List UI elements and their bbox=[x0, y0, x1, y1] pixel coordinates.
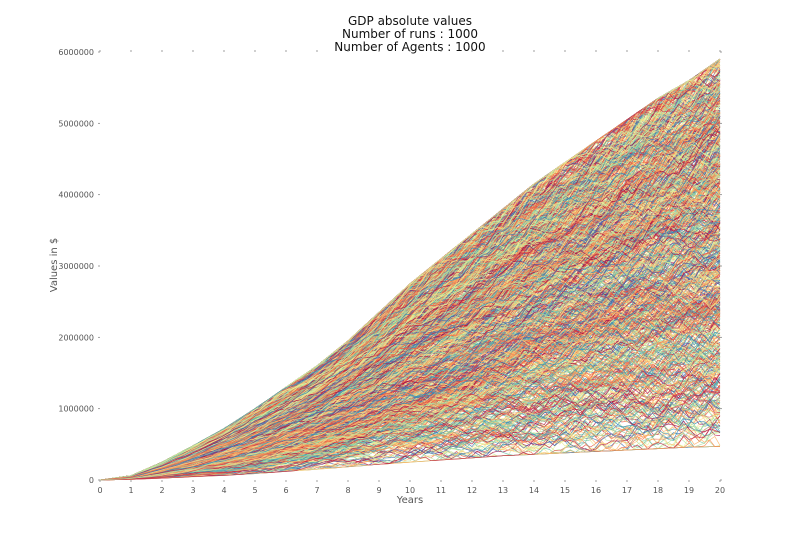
y-tick-label: 4000000 bbox=[58, 191, 94, 200]
series-line bbox=[99, 354, 721, 481]
y-tick-label: 0 bbox=[89, 476, 94, 485]
y-tick-label: 6000000 bbox=[58, 48, 94, 57]
x-tick-label: 5 bbox=[252, 486, 257, 495]
x-tick-label: 9 bbox=[376, 486, 381, 495]
x-tick-label: 18 bbox=[653, 486, 663, 495]
series-line bbox=[99, 388, 721, 481]
y-axis-ticks: 0 1000000 2000000 3000000 4000000 5000000 6000… bbox=[58, 48, 722, 485]
x-tick-label: 12 bbox=[467, 486, 477, 495]
title-line-1: GDP absolute values bbox=[348, 14, 472, 28]
y-tick-label: 3000000 bbox=[58, 262, 94, 271]
x-tick-label: 15 bbox=[560, 486, 570, 495]
x-tick-label: 20 bbox=[715, 486, 725, 495]
series-line bbox=[99, 86, 721, 481]
x-tick-label: 19 bbox=[684, 486, 694, 495]
y-axis-label: Values in $ bbox=[49, 238, 60, 293]
series-line bbox=[99, 133, 721, 481]
series-line bbox=[99, 428, 721, 481]
series-line bbox=[99, 82, 721, 481]
series-line bbox=[99, 133, 721, 481]
series-line bbox=[99, 386, 721, 481]
series-line bbox=[99, 220, 721, 481]
x-axis-label: Years bbox=[396, 495, 423, 506]
series-line bbox=[99, 363, 721, 481]
series-line bbox=[99, 325, 721, 481]
series-line bbox=[99, 309, 721, 481]
x-tick-label: 16 bbox=[591, 486, 601, 495]
series-line bbox=[99, 282, 721, 481]
x-tick-label: 14 bbox=[529, 486, 539, 495]
series-line bbox=[99, 256, 721, 481]
x-tick-label: 0 bbox=[97, 486, 102, 495]
x-tick-label: 8 bbox=[345, 486, 350, 495]
chart-title: GDP absolute values Number of runs : 100… bbox=[334, 14, 485, 54]
y-tick-label: 2000000 bbox=[58, 333, 94, 342]
x-tick-label: 3 bbox=[190, 486, 195, 495]
x-tick-label: 11 bbox=[436, 486, 446, 495]
series-line bbox=[99, 126, 721, 481]
series-line bbox=[99, 125, 721, 481]
x-tick-label: 10 bbox=[405, 486, 415, 495]
series-line bbox=[99, 65, 721, 481]
title-line-3: Number of Agents : 1000 bbox=[334, 40, 485, 54]
series-line bbox=[99, 348, 721, 481]
x-tick-label: 17 bbox=[622, 486, 632, 495]
x-tick-label: 2 bbox=[159, 486, 164, 495]
series-line bbox=[99, 185, 721, 481]
x-tick-label: 13 bbox=[498, 486, 508, 495]
x-tick-label: 4 bbox=[221, 486, 226, 495]
series-line bbox=[99, 348, 721, 481]
series-layer bbox=[99, 58, 721, 481]
x-tick-label: 1 bbox=[128, 486, 133, 495]
title-line-2: Number of runs : 1000 bbox=[342, 27, 478, 41]
series-line bbox=[99, 133, 721, 481]
series-line bbox=[99, 287, 721, 481]
series-line bbox=[99, 220, 721, 481]
series-line bbox=[99, 84, 721, 481]
y-tick-label: 5000000 bbox=[58, 119, 94, 128]
x-tick-label: 7 bbox=[314, 486, 319, 495]
y-tick-label: 1000000 bbox=[58, 405, 94, 414]
series-line bbox=[99, 173, 721, 481]
series-line bbox=[99, 93, 721, 481]
x-tick-label: 6 bbox=[283, 486, 288, 495]
series-line bbox=[99, 133, 721, 481]
series-line bbox=[99, 213, 721, 481]
x-axis-ticks: 0 1 2 3 4 5 6 7 8 9 10 11 12 13 14 15 16 17 18 19 20 bbox=[97, 50, 725, 495]
series-line bbox=[99, 317, 721, 481]
series-line bbox=[99, 194, 721, 481]
series-line bbox=[99, 160, 721, 481]
series-line bbox=[99, 391, 721, 481]
series-line bbox=[99, 235, 721, 481]
series-line bbox=[99, 428, 721, 481]
series-line bbox=[99, 315, 721, 481]
